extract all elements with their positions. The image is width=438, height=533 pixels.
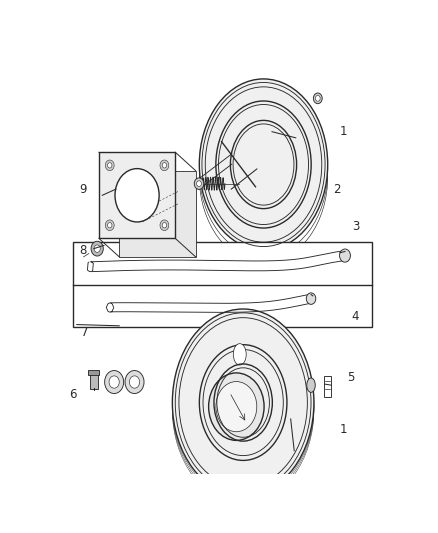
Circle shape [125,370,144,393]
Text: 8: 8 [80,244,87,257]
Circle shape [162,163,166,168]
Text: 7: 7 [81,326,88,340]
Text: 4: 4 [352,310,359,323]
Circle shape [315,95,320,101]
Text: 1: 1 [340,125,347,138]
Circle shape [160,160,169,171]
Circle shape [105,220,114,231]
Circle shape [108,223,112,228]
Text: 5: 5 [346,372,354,384]
Ellipse shape [216,382,257,432]
Bar [119,171,196,257]
Text: 9: 9 [80,183,87,196]
Ellipse shape [307,378,315,392]
Circle shape [115,168,159,222]
Bar [74,243,372,327]
Ellipse shape [199,79,328,250]
Circle shape [109,376,119,388]
Circle shape [194,178,204,189]
Bar [90,372,98,390]
Bar [99,152,175,238]
Circle shape [105,160,114,171]
Circle shape [339,249,350,262]
Circle shape [306,293,316,304]
Text: 3: 3 [352,220,359,232]
Circle shape [94,245,100,252]
Circle shape [162,223,166,228]
Ellipse shape [233,344,246,365]
Circle shape [160,220,169,231]
Circle shape [130,376,140,388]
Circle shape [105,370,124,393]
Circle shape [313,93,322,103]
Circle shape [91,241,103,256]
Ellipse shape [208,373,264,440]
Bar [88,370,99,375]
Text: 6: 6 [69,388,77,401]
Circle shape [197,181,201,187]
Ellipse shape [172,309,314,496]
Circle shape [108,163,112,168]
Bar [324,376,332,397]
Text: 2: 2 [333,183,341,196]
Text: 1: 1 [340,423,347,435]
